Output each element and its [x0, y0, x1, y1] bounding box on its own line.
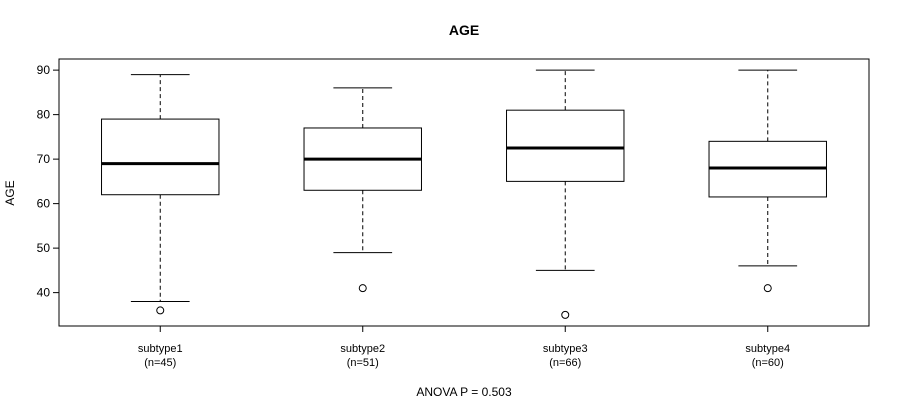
y-axis: 40 50 60 70 80 90: [37, 63, 59, 300]
box-1-body: [101, 118, 220, 196]
box-3: [506, 69, 625, 319]
chart-title: AGE: [449, 22, 479, 38]
y-tick-label-50: 50: [37, 241, 51, 255]
box-2: [303, 87, 422, 293]
x-count-subtype4: (n=60): [752, 357, 784, 369]
x-count-subtype2: (n=51): [347, 357, 379, 369]
x-count-subtype3: (n=66): [549, 357, 581, 369]
box-4: [708, 69, 827, 293]
box-3-body: [506, 109, 625, 182]
box-3-outlier-1: [561, 310, 570, 319]
y-tick-label-70: 70: [37, 152, 51, 166]
box-1: [101, 74, 220, 315]
y-tick-label-40: 40: [37, 286, 51, 300]
y-tick-label-80: 80: [37, 108, 51, 122]
anova-p-label: ANOVA P = 0.503: [416, 385, 512, 399]
box-4-outlier-1: [763, 284, 772, 293]
y-tick-label-90: 90: [37, 63, 51, 77]
boxes-layer: [101, 69, 827, 319]
x-label-subtype1: subtype1: [138, 343, 183, 355]
x-label-subtype4: subtype4: [745, 343, 790, 355]
y-tick-label-60: 60: [37, 197, 51, 211]
x-axis: subtype1 (n=45) subtype2 (n=51) subtype3 (n=6…: [138, 325, 790, 369]
x-count-subtype1: (n=45): [144, 357, 176, 369]
x-label-subtype2: subtype2: [340, 343, 385, 355]
box-2-outlier-1: [358, 284, 367, 293]
box-1-outlier-1: [156, 306, 165, 315]
x-label-subtype3: subtype3: [543, 343, 588, 355]
y-axis-label: AGE: [3, 180, 17, 205]
